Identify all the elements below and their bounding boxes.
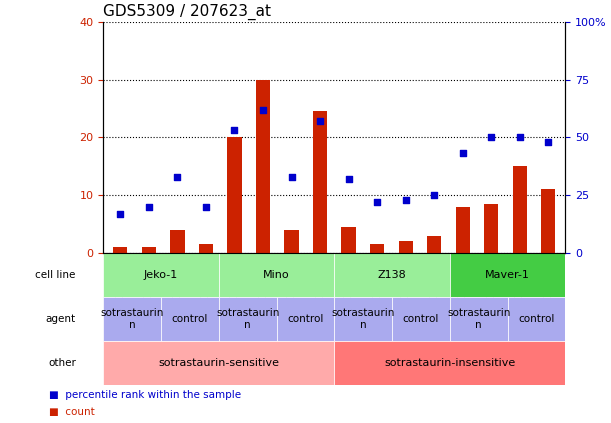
Text: sotrastaurin-insensitive: sotrastaurin-insensitive [384, 358, 516, 368]
Text: sotrastaurin-sensitive: sotrastaurin-sensitive [158, 358, 279, 368]
Text: Mino: Mino [263, 270, 290, 280]
Bar [142, 247, 156, 253]
Text: control: control [403, 314, 439, 324]
Point [115, 210, 125, 217]
Text: Jeko-1: Jeko-1 [144, 270, 178, 280]
Point [372, 199, 382, 206]
Text: control: control [518, 314, 555, 324]
Bar [113, 247, 128, 253]
FancyBboxPatch shape [103, 253, 219, 297]
Text: control: control [287, 314, 324, 324]
FancyBboxPatch shape [334, 253, 450, 297]
FancyBboxPatch shape [103, 297, 161, 341]
Bar [170, 230, 185, 253]
Point [430, 192, 439, 198]
Text: sotrastaurin
n: sotrastaurin n [447, 308, 511, 330]
Bar [342, 227, 356, 253]
Bar [284, 230, 299, 253]
Point [486, 134, 496, 141]
Bar [513, 166, 527, 253]
Bar [541, 190, 555, 253]
Point [543, 139, 553, 146]
Point [172, 173, 182, 180]
Point [201, 203, 211, 210]
FancyBboxPatch shape [277, 297, 334, 341]
Text: agent: agent [46, 314, 76, 324]
Bar [256, 80, 270, 253]
Point [230, 127, 240, 134]
Bar [456, 207, 470, 253]
Text: cell line: cell line [35, 270, 76, 280]
Point [401, 196, 411, 203]
Text: sotrastaurin
n: sotrastaurin n [216, 308, 279, 330]
Point [344, 176, 354, 182]
Text: ■  count: ■ count [49, 407, 95, 417]
Point [258, 106, 268, 113]
Point [458, 150, 467, 157]
Text: other: other [48, 358, 76, 368]
Point [515, 134, 525, 141]
FancyBboxPatch shape [219, 297, 277, 341]
FancyBboxPatch shape [334, 341, 566, 385]
Bar [199, 244, 213, 253]
FancyBboxPatch shape [508, 297, 566, 341]
Text: ■  percentile rank within the sample: ■ percentile rank within the sample [49, 390, 241, 400]
Bar [427, 236, 441, 253]
Point [315, 118, 325, 124]
FancyBboxPatch shape [392, 297, 450, 341]
Text: control: control [172, 314, 208, 324]
Bar [398, 242, 413, 253]
Text: sotrastaurin
n: sotrastaurin n [332, 308, 395, 330]
Bar [370, 244, 384, 253]
Point [144, 203, 154, 210]
FancyBboxPatch shape [103, 341, 334, 385]
Bar [227, 137, 241, 253]
Text: GDS5309 / 207623_at: GDS5309 / 207623_at [103, 4, 271, 20]
FancyBboxPatch shape [161, 297, 219, 341]
Text: sotrastaurin
n: sotrastaurin n [100, 308, 164, 330]
Bar [313, 111, 327, 253]
Text: Z138: Z138 [378, 270, 406, 280]
FancyBboxPatch shape [219, 253, 334, 297]
FancyBboxPatch shape [334, 297, 392, 341]
FancyBboxPatch shape [450, 253, 566, 297]
Point [287, 173, 296, 180]
FancyBboxPatch shape [450, 297, 508, 341]
Bar [484, 204, 499, 253]
Text: Maver-1: Maver-1 [485, 270, 530, 280]
